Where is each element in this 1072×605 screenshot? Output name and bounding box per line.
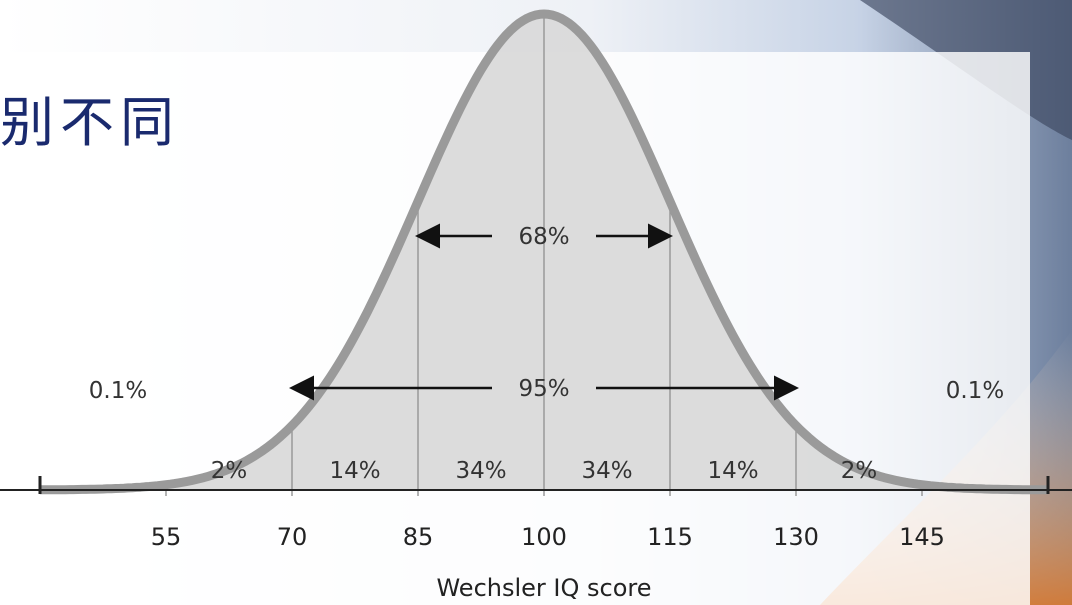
band-label: 14% <box>707 458 758 484</box>
band-label: 2% <box>841 458 878 484</box>
tail-label-right: 0.1% <box>946 378 1004 404</box>
x-tick-label: 130 <box>773 523 819 551</box>
x-tick-label: 145 <box>899 523 945 551</box>
x-tick-label: 85 <box>403 523 434 551</box>
x-axis-title: Wechsler IQ score <box>436 574 651 602</box>
tail-label-left: 0.1% <box>89 378 147 404</box>
span-label: 95% <box>518 376 569 402</box>
band-label: 2% <box>211 458 248 484</box>
band-label: 34% <box>455 458 506 484</box>
band-label: 14% <box>329 458 380 484</box>
x-tick-label: 115 <box>647 523 693 551</box>
band-label: 34% <box>581 458 632 484</box>
x-tick-label: 70 <box>277 523 308 551</box>
x-tick-label: 55 <box>151 523 182 551</box>
x-tick-label: 100 <box>521 523 567 551</box>
slide-title: 别不同 <box>0 91 180 154</box>
bell-curve-line <box>39 9 1049 495</box>
span-label: 68% <box>518 224 569 250</box>
